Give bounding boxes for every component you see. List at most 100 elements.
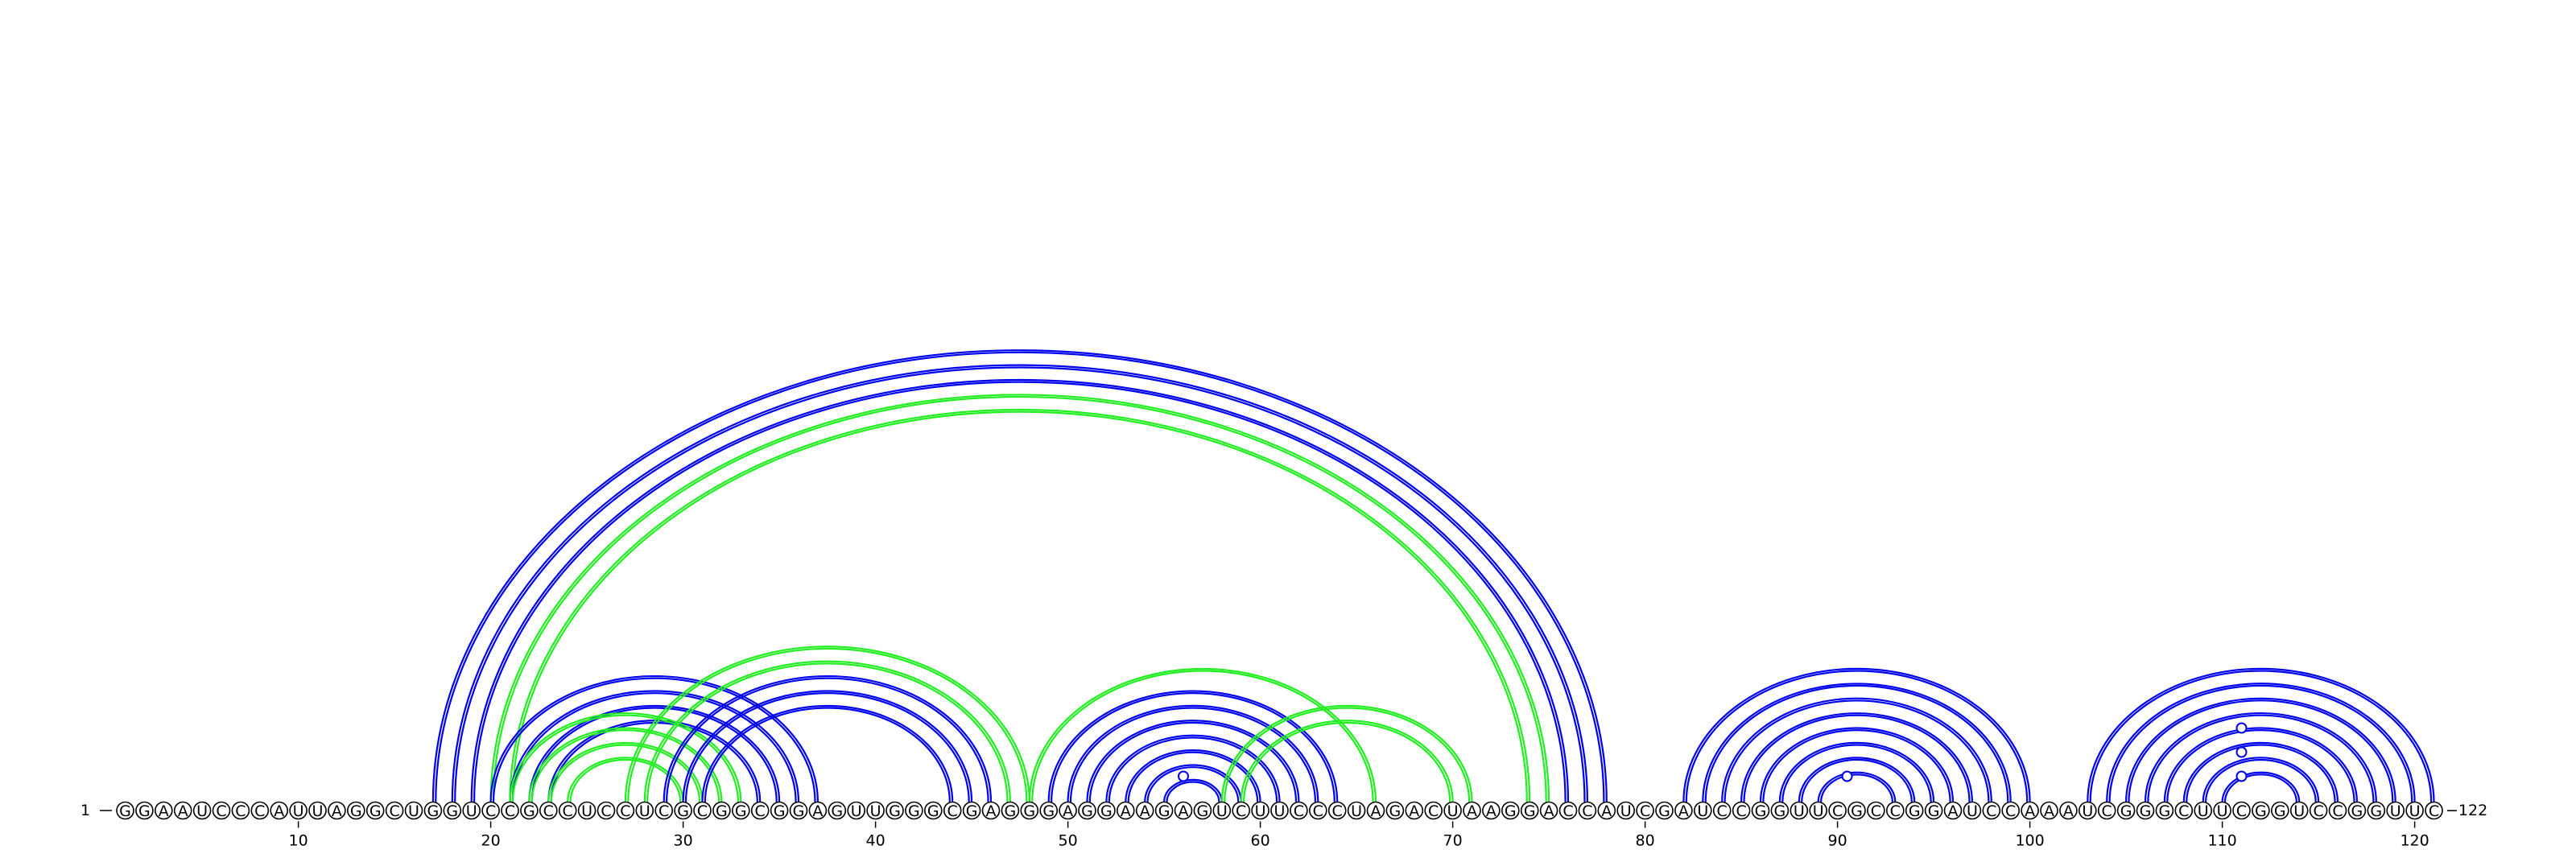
tick-label-110: 110 (2207, 832, 2236, 850)
nucleotide-letter: U (639, 802, 650, 820)
nucleotide-letter: A (1121, 802, 1131, 820)
nucleotide-3: A (155, 801, 173, 820)
nucleotide-letter: C (2102, 802, 2112, 820)
nucleotide-letter: C (2429, 802, 2439, 820)
nucleotide-circle (674, 801, 692, 820)
tick-label-30: 30 (674, 832, 693, 850)
base-pair-arc-82-100 (1682, 667, 2031, 802)
nucleotide-101: A (2040, 801, 2058, 820)
nucleotide-letter: C (2178, 802, 2189, 820)
nucleotide-letter: C (1563, 802, 1573, 820)
nucleotide-letter: G (2351, 802, 2363, 820)
nucleotide-104: C (2097, 801, 2116, 820)
nucleotide-letter: G (966, 802, 978, 820)
base-pair-arc-17-78 (431, 349, 1608, 802)
nucleotide-letter: C (601, 802, 611, 820)
nucleotide-letter: G (119, 802, 131, 820)
nucleotide-44: C (943, 801, 962, 820)
nucleotide-18: G (443, 801, 462, 820)
nucleotide-letter: A (1948, 802, 1959, 820)
nucleotide-100: A (2021, 801, 2039, 820)
nucleotide-64: C (1327, 801, 1347, 820)
nucleotide-circle (635, 801, 654, 820)
base-pair-arc-18-77-inner (454, 366, 1586, 802)
nucleotide-circle (2079, 801, 2097, 820)
nucleotide-circle (1424, 801, 1443, 820)
nucleotide-letter: G (138, 802, 151, 820)
nucleotide-91: G (1847, 801, 1866, 820)
nucleotide-letter: C (1871, 802, 1881, 820)
base-pair-arc-108-116-inner (2186, 744, 2336, 802)
nucleotide-letter: A (1140, 802, 1150, 820)
nucleotide-circle (828, 801, 847, 820)
nucleotide-110: U (2213, 801, 2231, 820)
nucleotide-97: U (1963, 801, 1982, 820)
base-pair-arc-87-95-inner (1781, 744, 1932, 802)
nucleotide-letter: U (581, 802, 592, 820)
nucleotide-circle (1135, 801, 1154, 820)
nucleotide-73: G (1501, 801, 1520, 820)
base-pair-arc-86-96 (1759, 727, 1955, 802)
nucleotide-87: G (1770, 801, 1790, 820)
nucleotide-circle (962, 801, 981, 820)
base-pair-arc-108-116 (2182, 741, 2339, 802)
nucleotide-118: G (2367, 801, 2386, 820)
nucleotide-42: G (905, 801, 923, 820)
nucleotide-circle (1847, 801, 1866, 820)
nucleotide-circle (1193, 801, 1212, 820)
nucleotide-circle (212, 801, 231, 820)
base-pair-arc-27-48 (624, 646, 1030, 802)
nucleotide-letter: G (1774, 802, 1786, 820)
nucleotide-letter: U (1351, 802, 1362, 820)
nucleotide-letter: U (1697, 802, 1708, 820)
base-pair-arc-20-75-inner (492, 396, 1547, 802)
base-pair-arc-54-59-inner (1146, 766, 1240, 802)
nucleotide-letter: U (2217, 802, 2228, 820)
nucleotide-letter: G (1197, 802, 1209, 820)
base-pair-arc-110-114 (2221, 771, 2301, 802)
base-pair-arc-28-47-inner (646, 662, 1009, 802)
nucleotide-circle (462, 801, 481, 820)
base-pair-arc-19-76-inner (473, 381, 1567, 802)
base-pair-arc-88-94 (1798, 757, 1916, 802)
nucleotide-23: C (539, 801, 558, 820)
base-pair-arc-52-61-inner (1108, 736, 1278, 802)
tick-label-80: 80 (1636, 832, 1655, 850)
base-pair-arc-85-97-inner (1743, 714, 1971, 802)
base-pair-arc-86-96-inner (1762, 729, 1951, 802)
base-pair-arc-106-118 (2144, 712, 2377, 802)
base-pair-arc-21-36-inner (511, 691, 797, 802)
nucleotide-circle (1712, 801, 1732, 820)
nucleotide-circle (770, 801, 789, 820)
nucleotide-letter: G (446, 802, 458, 820)
nucleotide-57: G (1193, 801, 1212, 820)
base-pair-arc-106-118-inner (2147, 714, 2375, 802)
base-pair-arc-58-71-inner (1224, 707, 1471, 802)
nucleotide-letter: C (697, 802, 708, 820)
nucleotide-circle (1463, 801, 1481, 820)
nucleotide-circle (1905, 801, 1924, 820)
nucleotide-letter: G (1505, 802, 1517, 820)
nucleotide-circle (2425, 801, 2443, 820)
nucleotide-letter: U (851, 802, 862, 820)
nucleotide-circle (597, 801, 616, 820)
nucleotide-106: G (2136, 801, 2155, 820)
nucleotide-letter: G (1658, 802, 1670, 820)
nucleotide-circle (1385, 801, 1405, 820)
nucleotide-90: C (1828, 801, 1847, 820)
nucleotide-circle (501, 801, 519, 820)
nucleotide-circle (1655, 801, 1674, 820)
nucleotide-66: A (1366, 801, 1385, 820)
nucleotide-letter: U (1216, 802, 1228, 820)
nucleotide-circle (1770, 801, 1790, 820)
nucleotide-letter: U (466, 802, 477, 820)
nucleotide-6: C (212, 801, 231, 820)
nucleotide-letter: G (369, 802, 382, 820)
nucleotide-62: C (1290, 801, 1308, 820)
nucleotide-112: G (2252, 801, 2270, 820)
nucleotide-letter: G (350, 802, 362, 820)
nucleotide-103: U (2079, 801, 2097, 820)
nucleotide-letter: G (427, 802, 440, 820)
nucleotide-letter: A (1409, 802, 1419, 820)
